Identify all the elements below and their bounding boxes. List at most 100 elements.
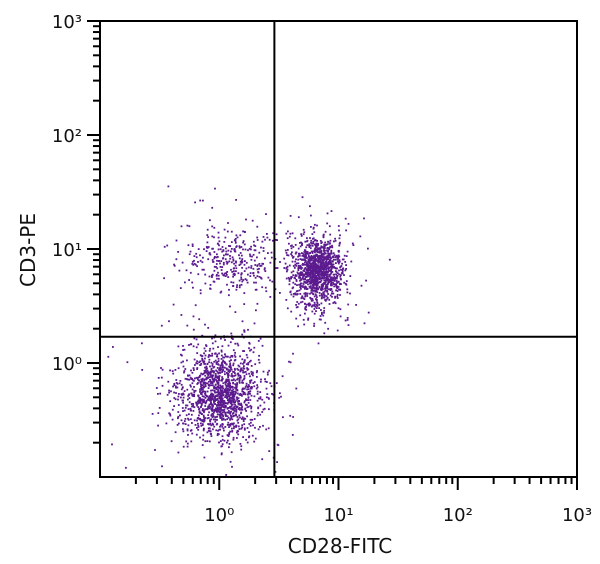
- event-point: [304, 259, 307, 261]
- event-point: [211, 365, 214, 367]
- event-point: [314, 265, 316, 267]
- event-point: [307, 270, 309, 272]
- event-point: [332, 273, 335, 276]
- event-point: [237, 369, 240, 371]
- event-point: [266, 373, 269, 376]
- event-point: [302, 269, 305, 272]
- event-point: [231, 271, 234, 273]
- event-point: [230, 359, 232, 361]
- event-point: [325, 265, 328, 267]
- event-point: [268, 398, 270, 400]
- event-point: [206, 398, 209, 401]
- event-point: [238, 428, 241, 430]
- event-point: [208, 358, 211, 361]
- event-point: [315, 268, 318, 271]
- event-point: [226, 402, 229, 405]
- event-point: [226, 395, 229, 398]
- event-point: [325, 244, 328, 246]
- event-point: [217, 385, 220, 387]
- event-point: [175, 379, 178, 381]
- event-point: [242, 391, 245, 393]
- event-point: [233, 398, 236, 401]
- event-point: [203, 268, 205, 271]
- event-point: [316, 279, 319, 281]
- event-point: [251, 219, 254, 222]
- event-point: [336, 274, 339, 277]
- event-point: [155, 387, 158, 389]
- event-point: [235, 199, 237, 201]
- event-point: [208, 376, 211, 378]
- event-point: [317, 251, 320, 254]
- event-point: [311, 277, 313, 279]
- event-point: [239, 252, 242, 254]
- event-point: [230, 407, 232, 410]
- event-point: [210, 414, 213, 417]
- event-point: [196, 362, 199, 365]
- event-point: [306, 244, 309, 247]
- event-point: [294, 252, 297, 255]
- event-point: [196, 383, 199, 385]
- event-point: [216, 398, 219, 401]
- event-point: [218, 401, 221, 404]
- event-point: [297, 265, 300, 267]
- event-point: [234, 407, 237, 410]
- event-point: [338, 255, 341, 258]
- event-point: [295, 304, 297, 306]
- event-point: [209, 284, 212, 286]
- event-point: [274, 288, 277, 291]
- event-point: [326, 255, 329, 257]
- event-point: [268, 408, 270, 411]
- event-point: [300, 235, 303, 237]
- event-point: [309, 256, 311, 258]
- event-point: [216, 267, 219, 270]
- event-point: [339, 308, 342, 311]
- event-point: [248, 360, 251, 363]
- event-point: [211, 410, 214, 412]
- event-point: [222, 415, 224, 417]
- event-point: [216, 353, 219, 356]
- event-point: [191, 377, 193, 380]
- event-point: [241, 390, 244, 393]
- event-point: [323, 253, 325, 256]
- event-point: [293, 293, 295, 295]
- event-point: [231, 423, 234, 425]
- event-point: [213, 400, 215, 403]
- event-point: [264, 378, 266, 380]
- event-point: [234, 240, 237, 242]
- event-point: [302, 318, 305, 321]
- event-point: [294, 244, 297, 246]
- event-point: [338, 259, 341, 261]
- event-point: [193, 358, 196, 361]
- event-point: [191, 281, 194, 284]
- event-point: [230, 451, 233, 454]
- event-point: [188, 374, 191, 377]
- event-point: [211, 273, 214, 276]
- event-point: [229, 460, 232, 463]
- event-point: [177, 345, 180, 348]
- event-point: [321, 311, 323, 314]
- event-point: [323, 277, 326, 279]
- event-point: [243, 417, 246, 420]
- event-point: [226, 423, 229, 426]
- event-point: [330, 263, 333, 266]
- event-point: [330, 267, 333, 270]
- event-point: [235, 386, 238, 388]
- event-point: [227, 382, 229, 385]
- event-point: [196, 360, 198, 363]
- event-point: [339, 282, 341, 285]
- event-point: [313, 243, 316, 246]
- event-point: [177, 404, 180, 406]
- event-point: [182, 345, 184, 347]
- event-point: [221, 405, 223, 408]
- event-point: [322, 292, 325, 295]
- event-point: [193, 369, 195, 371]
- event-point: [216, 256, 219, 258]
- event-point: [290, 245, 292, 247]
- event-point: [224, 402, 227, 405]
- event-point: [312, 281, 314, 284]
- event-point: [209, 419, 211, 422]
- event-point: [231, 386, 233, 389]
- event-point: [256, 370, 258, 372]
- event-point: [252, 424, 254, 427]
- event-point: [218, 395, 221, 398]
